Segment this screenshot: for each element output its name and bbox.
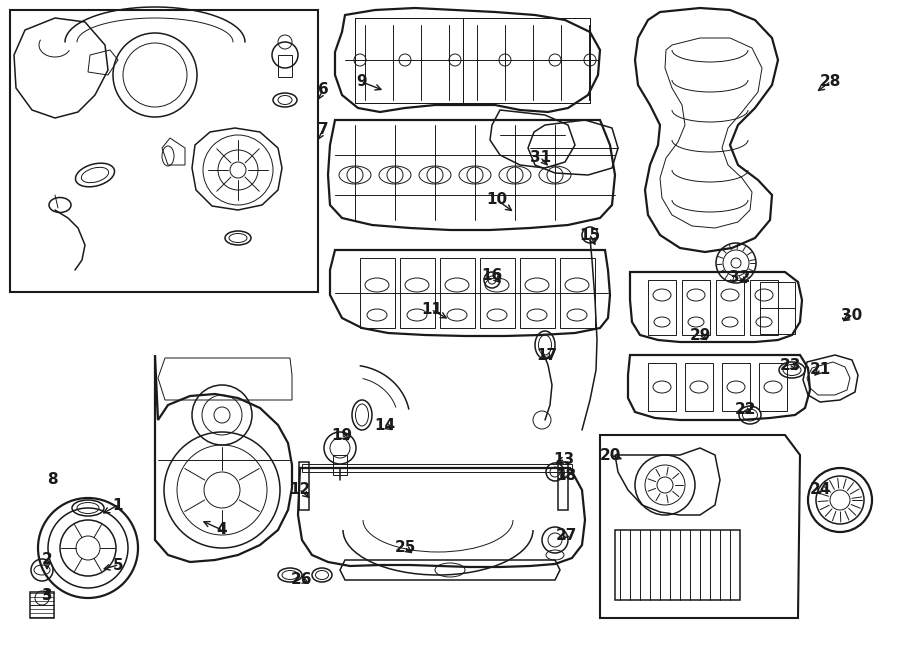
Text: 18: 18 bbox=[555, 467, 577, 483]
Bar bbox=[760, 282, 795, 334]
Text: 8: 8 bbox=[47, 473, 58, 487]
Text: 9: 9 bbox=[356, 75, 367, 89]
Text: 13: 13 bbox=[554, 453, 574, 467]
Text: 4: 4 bbox=[217, 522, 228, 538]
Bar bbox=[558, 462, 568, 510]
Bar bbox=[360, 258, 395, 328]
Text: 1: 1 bbox=[112, 498, 123, 512]
Bar bbox=[440, 258, 475, 328]
Bar bbox=[520, 258, 555, 328]
Text: 15: 15 bbox=[580, 228, 600, 242]
Text: 3: 3 bbox=[41, 587, 52, 602]
Text: 11: 11 bbox=[421, 303, 443, 318]
Text: 28: 28 bbox=[819, 75, 841, 89]
Bar bbox=[615, 530, 740, 600]
Text: 12: 12 bbox=[290, 483, 310, 498]
Text: 22: 22 bbox=[734, 402, 756, 418]
Text: 26: 26 bbox=[292, 573, 313, 587]
Text: 19: 19 bbox=[331, 428, 353, 442]
Text: 7: 7 bbox=[318, 122, 328, 138]
Text: 5: 5 bbox=[112, 557, 123, 573]
Bar bbox=[560, 258, 595, 328]
Bar bbox=[302, 464, 572, 472]
Text: 25: 25 bbox=[394, 540, 416, 555]
Bar bbox=[682, 280, 710, 335]
Text: 27: 27 bbox=[555, 528, 577, 542]
Text: 21: 21 bbox=[809, 363, 831, 377]
Text: 32: 32 bbox=[729, 271, 751, 285]
Bar bbox=[355, 18, 463, 103]
Text: 31: 31 bbox=[530, 150, 552, 166]
Bar bbox=[355, 18, 590, 103]
Text: 14: 14 bbox=[374, 418, 396, 432]
Bar bbox=[463, 18, 590, 103]
Text: 17: 17 bbox=[536, 348, 558, 363]
Bar bbox=[759, 363, 787, 411]
Bar bbox=[685, 363, 713, 411]
Bar bbox=[648, 280, 676, 335]
Bar bbox=[333, 455, 347, 475]
Text: 10: 10 bbox=[486, 193, 508, 207]
Text: 6: 6 bbox=[318, 83, 328, 97]
Bar bbox=[722, 363, 750, 411]
Text: 2: 2 bbox=[41, 553, 52, 567]
Bar bbox=[648, 363, 676, 411]
Bar bbox=[10, 10, 318, 292]
Bar bbox=[480, 258, 515, 328]
Text: 29: 29 bbox=[689, 328, 711, 342]
Text: 24: 24 bbox=[809, 483, 831, 498]
Text: 23: 23 bbox=[779, 357, 801, 373]
Bar bbox=[716, 280, 744, 335]
Bar bbox=[299, 462, 309, 510]
Text: 30: 30 bbox=[842, 308, 862, 322]
Bar bbox=[278, 55, 292, 77]
Text: 20: 20 bbox=[599, 448, 621, 463]
Text: 16: 16 bbox=[482, 267, 502, 283]
Bar bbox=[400, 258, 435, 328]
Bar bbox=[750, 280, 778, 335]
